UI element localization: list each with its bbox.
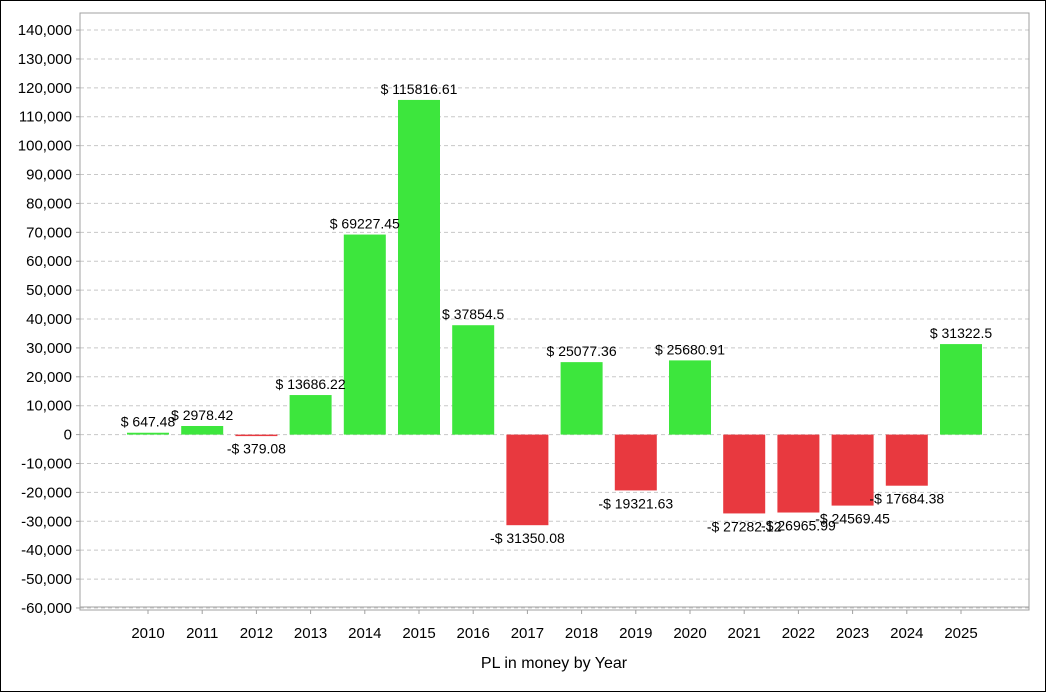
y-tick-label: 80,000 — [26, 195, 72, 212]
x-axis-title: PL in money by Year — [481, 655, 628, 672]
bar-2020 — [669, 360, 711, 435]
data-label: $ 37854.5 — [442, 306, 504, 322]
bar-2018 — [560, 362, 603, 435]
bar-2010 — [127, 432, 169, 435]
bar-2023 — [831, 434, 874, 506]
y-tick-label: -50,000 — [21, 571, 72, 588]
y-tick-label: 10,000 — [26, 398, 72, 415]
data-label: $ 647.48 — [121, 414, 176, 430]
x-tick-label: 2021 — [728, 625, 761, 642]
data-label: -$ 31350.08 — [490, 530, 565, 546]
x-axis: 2010 2011 2012 2013 2014 2015 2016 2017 2018 2019… — [80, 606, 1029, 642]
y-tick-label: 90,000 — [26, 167, 72, 184]
y-tick-label: 50,000 — [26, 282, 72, 299]
y-tick-label: 130,000 — [18, 51, 72, 68]
x-tick-label: 2020 — [673, 625, 706, 642]
x-tick-label: 2010 — [131, 625, 164, 642]
bar-2013 — [289, 395, 332, 435]
bar-2022 — [777, 434, 820, 513]
x-tick-label: 2022 — [782, 625, 815, 642]
data-label: -$ 27282.12 — [707, 518, 782, 534]
y-tick-label: 60,000 — [26, 253, 72, 270]
data-label: $ 13686.22 — [276, 376, 346, 392]
bar-2016 — [452, 325, 495, 435]
y-tick-label: 20,000 — [26, 369, 72, 386]
x-tick-label: 2018 — [565, 625, 598, 642]
bar-2011 — [181, 425, 224, 435]
x-tick-label: 2016 — [457, 625, 490, 642]
bar-2014 — [343, 234, 386, 435]
data-label: -$ 17684.38 — [869, 491, 944, 507]
data-labels: $ 647.48$ 2978.42 -$ 379.08 $ 13686.22 $ 69… — [121, 81, 993, 546]
y-tick-label: 100,000 — [18, 138, 72, 155]
data-label: $ 2978.42 — [171, 407, 233, 423]
x-tick-label: 2024 — [890, 625, 923, 642]
x-tick-label: 2023 — [836, 625, 869, 642]
data-label: -$ 379.08 — [227, 441, 286, 457]
y-tick-label: 40,000 — [26, 311, 72, 328]
x-tick-label: 2017 — [511, 625, 544, 642]
data-label: $ 115816.61 — [381, 81, 458, 97]
x-tick-label: 2011 — [186, 625, 218, 642]
y-tick-label: -40,000 — [21, 542, 72, 559]
y-tick-label: 110,000 — [19, 109, 72, 126]
bar-2019 — [614, 434, 657, 491]
x-tick-label: 2012 — [240, 625, 273, 642]
bar-2017 — [506, 434, 549, 526]
bar-2021 — [723, 434, 766, 514]
data-label: $ 25077.36 — [547, 343, 617, 359]
x-tick-label: 2014 — [348, 625, 381, 642]
plot-area-border — [79, 12, 1030, 611]
x-tick-label: 2015 — [402, 625, 435, 642]
y-tick-label: 140,000 — [18, 22, 72, 39]
data-label: $ 69227.45 — [330, 216, 400, 232]
data-label: -$ 19321.63 — [598, 495, 673, 511]
data-label: $ 25680.91 — [655, 341, 725, 357]
y-tick-label: -30,000 — [21, 513, 72, 530]
y-tick-label: -60,000 — [21, 600, 72, 617]
x-tick-label: 2025 — [944, 625, 977, 642]
y-tick-label: -20,000 — [21, 484, 72, 501]
bar-2024 — [885, 434, 928, 486]
data-label: -$ 24569.45 — [815, 511, 890, 527]
bar-2015 — [398, 99, 440, 435]
y-axis: 140,000 130,000 120,000 110,000 100,000 90,00… — [18, 22, 80, 617]
x-tick-label: 2013 — [294, 625, 327, 642]
x-tick-label: 2019 — [619, 625, 652, 642]
y-tick-label: 70,000 — [26, 224, 72, 241]
data-label: $ 31322.5 — [930, 325, 992, 341]
bar-2012 — [235, 434, 278, 437]
y-tick-label: 120,000 — [18, 80, 72, 97]
y-tick-label: 30,000 — [26, 340, 72, 357]
bar-2025 — [940, 344, 982, 435]
y-tick-label: -10,000 — [21, 455, 72, 472]
y-tick-label: 0 — [64, 427, 72, 444]
bars — [127, 99, 982, 526]
data-label: -$ 26965.99 — [761, 518, 836, 534]
